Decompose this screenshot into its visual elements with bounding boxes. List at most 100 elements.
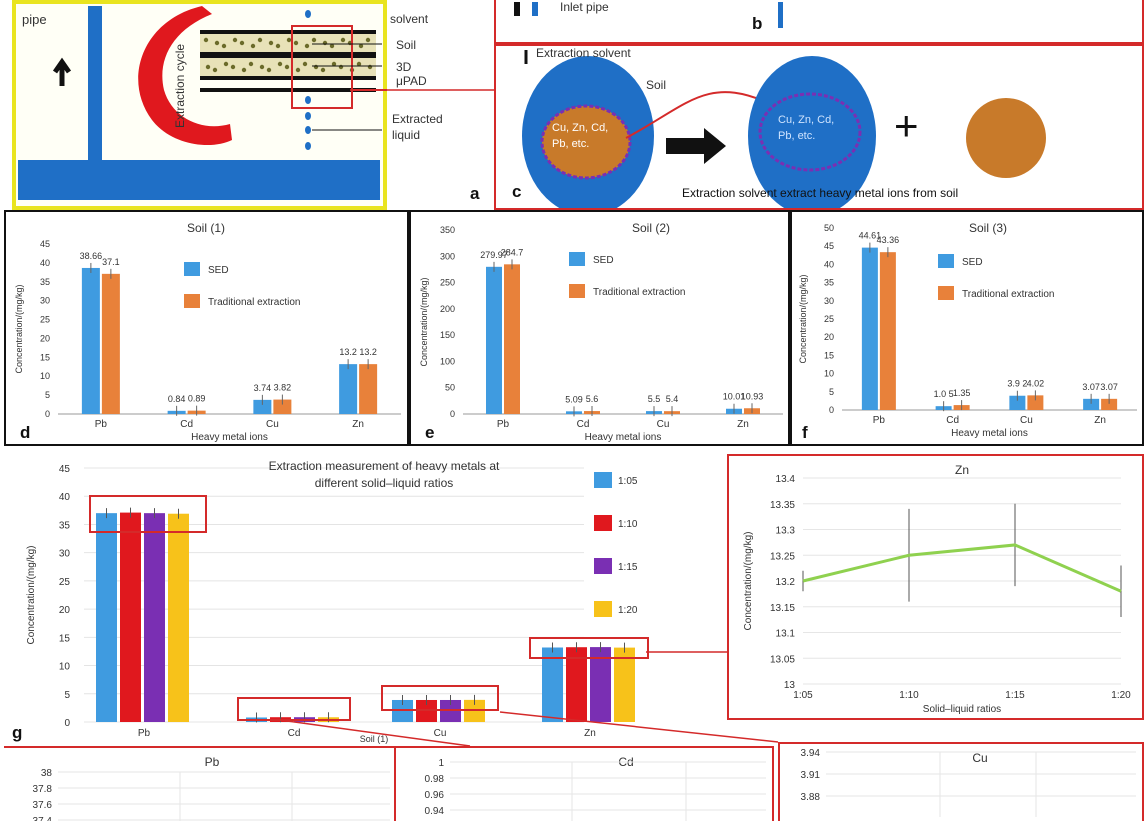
y-tick-label: 30 [824,296,834,306]
soil-particle [266,67,272,73]
ions-left-2: Pb, etc. [552,138,590,150]
data-label: 284.7 [501,247,524,257]
plus-sign: + [894,102,919,149]
x-tick-label: Pb [138,728,151,739]
soil-particle [230,64,236,70]
data-label: 279.97 [480,250,508,260]
y-tick-label: 5 [64,690,70,701]
legend-swatch [594,472,612,488]
right-arrow-icon [666,128,726,164]
panel-c: Extraction solvent Soil Cu, Zn, Cd, Pb, … [494,44,1144,210]
bar-traditional-extraction [1027,395,1044,410]
legend-label: Traditional extraction [593,287,685,298]
data-label: 1.35 [953,388,971,398]
bar-sed [1083,398,1100,410]
legend-swatch [938,254,954,268]
y-tick-label: 15 [40,352,50,362]
legend-swatch [594,558,612,574]
zoom-box [291,25,353,109]
pipe-label: pipe [22,12,47,27]
bar-sed [81,267,100,414]
legend-label: Traditional extraction [962,289,1054,300]
pad-label: 3D μPAD [396,60,427,88]
soil-particle [358,43,364,49]
y-tick-label: 40 [824,259,834,269]
x-axis-label: Solid–liquid ratios [923,704,1001,715]
connector-line [625,91,767,139]
legend-swatch [569,284,585,298]
legend-swatch [594,601,612,617]
soil-particle [293,40,299,46]
x-tick-label: Cd [577,419,590,430]
y-tick-label: 1 [438,758,444,769]
panel-letter-d: d [20,423,30,442]
cycle-arrow-icon [138,6,232,146]
solvent-ball-right [748,56,876,208]
y-tick-label: 35 [824,278,834,288]
extracted-label-2: liquid [392,128,421,142]
bar-ratio-2 [120,512,141,722]
y-tick-label: 38 [41,768,53,779]
bar-traditional-extraction [273,399,292,414]
data-label: 13.2 [359,347,377,357]
y-axis-label: Concentration/(mg/kg) [14,284,24,373]
bar-ratio-2 [566,647,587,722]
bar-sed [486,266,502,414]
chart-title: Pb [205,755,220,769]
x-tick-label: 1:10 [899,690,919,701]
data-label: 5.09 [565,394,583,404]
data-label: 3.9 2 [1007,379,1027,389]
data-label: 5.6 [586,394,599,404]
y-axis-label: Concentration/(mg/kg) [26,546,37,645]
highlight-box [381,685,499,711]
x-axis-label: Heavy metal ions [951,428,1028,439]
data-label: 38.66 [80,251,103,261]
y-tick-label: 25 [40,315,50,325]
panel-letter-f: f [802,423,808,442]
chart-g-frame: 0 5 10 15 20 25 30 35 40 45 Concentration/(mg/kg) E… [4,446,722,744]
soil-particle [239,40,245,46]
x-tick-label: Cd [946,415,959,426]
legend-label: SED [962,257,983,268]
soil-particle [205,64,211,70]
panel-a-diagram: pipe Extraction cycle [12,0,392,210]
data-label: 1.0 5 [934,389,954,399]
legend-label: SED [208,265,229,276]
soil-particle [257,37,263,43]
y-tick-label: 100 [440,356,455,366]
up-arrow-icon [52,57,72,86]
y-tick-label: 3.91 [801,770,821,781]
chart-title: Soil (1) [187,221,225,235]
y-tick-label: 45 [824,241,834,251]
data-label: 3.07 [1082,382,1100,392]
chart-cu: Cu 3.94 3.91 3.88 [801,748,1136,817]
zn-series-line [802,543,1122,593]
legend-label: 1:05 [618,476,638,487]
y-tick-label: 37.6 [33,800,53,811]
x-tick-label: Zn [584,728,596,739]
soil-particle [320,67,326,73]
y-tick-label: 20 [824,332,834,342]
y-tick-label: 10 [40,371,50,381]
y-axis-label: Concentration/(mg/kg) [798,274,808,363]
soil-label: Soil [396,38,417,52]
y-tick-label: 35 [40,277,50,287]
soil-particle [329,43,335,49]
y-tick-label: 200 [440,304,455,314]
y-tick-label: 0 [450,409,455,419]
soil-particle [322,40,328,46]
chart-title: Zn [955,463,969,477]
pipe-stub-icon [778,2,783,28]
data-label: 3.82 [274,383,292,393]
y-tick-label: 13.15 [770,603,795,614]
x-tick-label: 1:20 [1111,690,1131,701]
y-tick-label: 50 [824,223,834,233]
y-tick-label: 0 [829,405,834,415]
y-tick-label: 37.4 [33,816,53,821]
chart-title: different solid–liquid ratios [315,476,454,490]
pb-inset-frame: Pb 38 37.8 37.6 37.4 [4,746,396,821]
bar-sed [1009,395,1026,410]
y-tick-label: 3.88 [801,792,821,803]
chart-title: Extraction measurement of heavy metals a… [269,459,500,473]
